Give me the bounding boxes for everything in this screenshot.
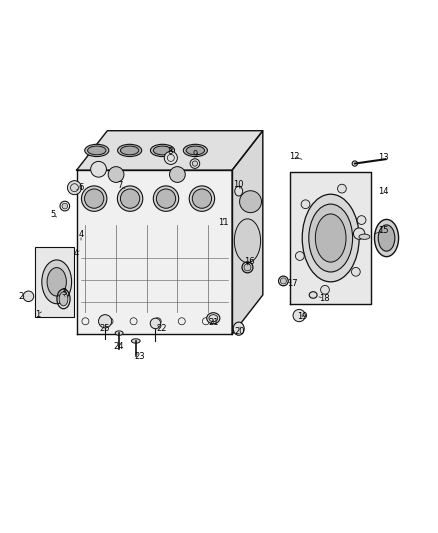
- Circle shape: [321, 285, 329, 294]
- Circle shape: [150, 318, 161, 329]
- Circle shape: [240, 191, 261, 213]
- Circle shape: [164, 151, 177, 165]
- Ellipse shape: [62, 203, 67, 209]
- Text: 21: 21: [208, 318, 219, 327]
- Circle shape: [108, 167, 124, 182]
- Ellipse shape: [207, 313, 220, 324]
- Text: 20: 20: [235, 327, 245, 336]
- Ellipse shape: [150, 144, 174, 157]
- Polygon shape: [77, 131, 263, 170]
- Ellipse shape: [156, 189, 176, 208]
- Ellipse shape: [374, 220, 399, 257]
- Circle shape: [99, 314, 112, 328]
- Ellipse shape: [42, 260, 71, 304]
- Text: 22: 22: [156, 324, 166, 333]
- Ellipse shape: [183, 144, 207, 157]
- Text: 2: 2: [18, 292, 23, 301]
- Text: 19: 19: [297, 312, 307, 321]
- Circle shape: [293, 310, 305, 322]
- Ellipse shape: [359, 234, 370, 239]
- Ellipse shape: [81, 186, 107, 211]
- Text: 6: 6: [78, 183, 84, 192]
- Text: 4: 4: [74, 249, 79, 258]
- Ellipse shape: [192, 189, 212, 208]
- Ellipse shape: [280, 278, 286, 284]
- Text: 12: 12: [289, 151, 300, 160]
- Text: 7: 7: [118, 181, 123, 190]
- Polygon shape: [232, 131, 263, 334]
- Ellipse shape: [85, 189, 104, 208]
- Bar: [35, 247, 74, 317]
- Ellipse shape: [117, 144, 141, 157]
- Text: 23: 23: [134, 352, 145, 361]
- Ellipse shape: [88, 146, 106, 155]
- Circle shape: [296, 252, 304, 261]
- Ellipse shape: [115, 331, 123, 335]
- Ellipse shape: [302, 194, 359, 282]
- Ellipse shape: [153, 146, 172, 155]
- Text: 17: 17: [287, 279, 298, 288]
- Text: 10: 10: [233, 180, 244, 189]
- Text: 13: 13: [378, 154, 389, 163]
- Circle shape: [67, 181, 81, 195]
- Circle shape: [23, 291, 34, 302]
- Circle shape: [353, 228, 365, 239]
- Text: 15: 15: [378, 226, 389, 235]
- Circle shape: [91, 161, 106, 177]
- Text: 16: 16: [244, 257, 255, 266]
- Ellipse shape: [233, 322, 244, 335]
- Circle shape: [352, 161, 357, 166]
- Polygon shape: [290, 172, 371, 304]
- Text: 18: 18: [319, 294, 329, 303]
- Circle shape: [338, 184, 346, 193]
- Ellipse shape: [234, 219, 261, 263]
- Ellipse shape: [120, 189, 140, 208]
- Polygon shape: [77, 170, 232, 334]
- Ellipse shape: [309, 204, 353, 272]
- Ellipse shape: [192, 161, 198, 166]
- Ellipse shape: [117, 186, 143, 211]
- Circle shape: [351, 268, 360, 276]
- Ellipse shape: [244, 264, 251, 271]
- Ellipse shape: [120, 146, 139, 155]
- Text: 14: 14: [378, 187, 389, 196]
- Text: 8: 8: [167, 147, 173, 156]
- Text: 9: 9: [192, 150, 198, 159]
- Ellipse shape: [59, 292, 68, 306]
- Ellipse shape: [315, 214, 346, 262]
- Text: 1: 1: [35, 310, 40, 319]
- Text: 5: 5: [50, 211, 55, 219]
- Text: 25: 25: [100, 324, 110, 333]
- Ellipse shape: [378, 225, 395, 251]
- Text: 4: 4: [78, 230, 84, 239]
- Circle shape: [301, 200, 310, 208]
- Circle shape: [170, 167, 185, 182]
- Ellipse shape: [153, 186, 179, 211]
- Text: 24: 24: [114, 342, 124, 351]
- Ellipse shape: [309, 292, 317, 298]
- Ellipse shape: [189, 186, 215, 211]
- Ellipse shape: [131, 339, 140, 343]
- Text: 11: 11: [218, 218, 229, 227]
- Text: 3: 3: [61, 288, 66, 297]
- Ellipse shape: [235, 187, 243, 196]
- Ellipse shape: [47, 268, 67, 296]
- Circle shape: [357, 216, 366, 224]
- Ellipse shape: [186, 146, 205, 155]
- Ellipse shape: [85, 144, 109, 157]
